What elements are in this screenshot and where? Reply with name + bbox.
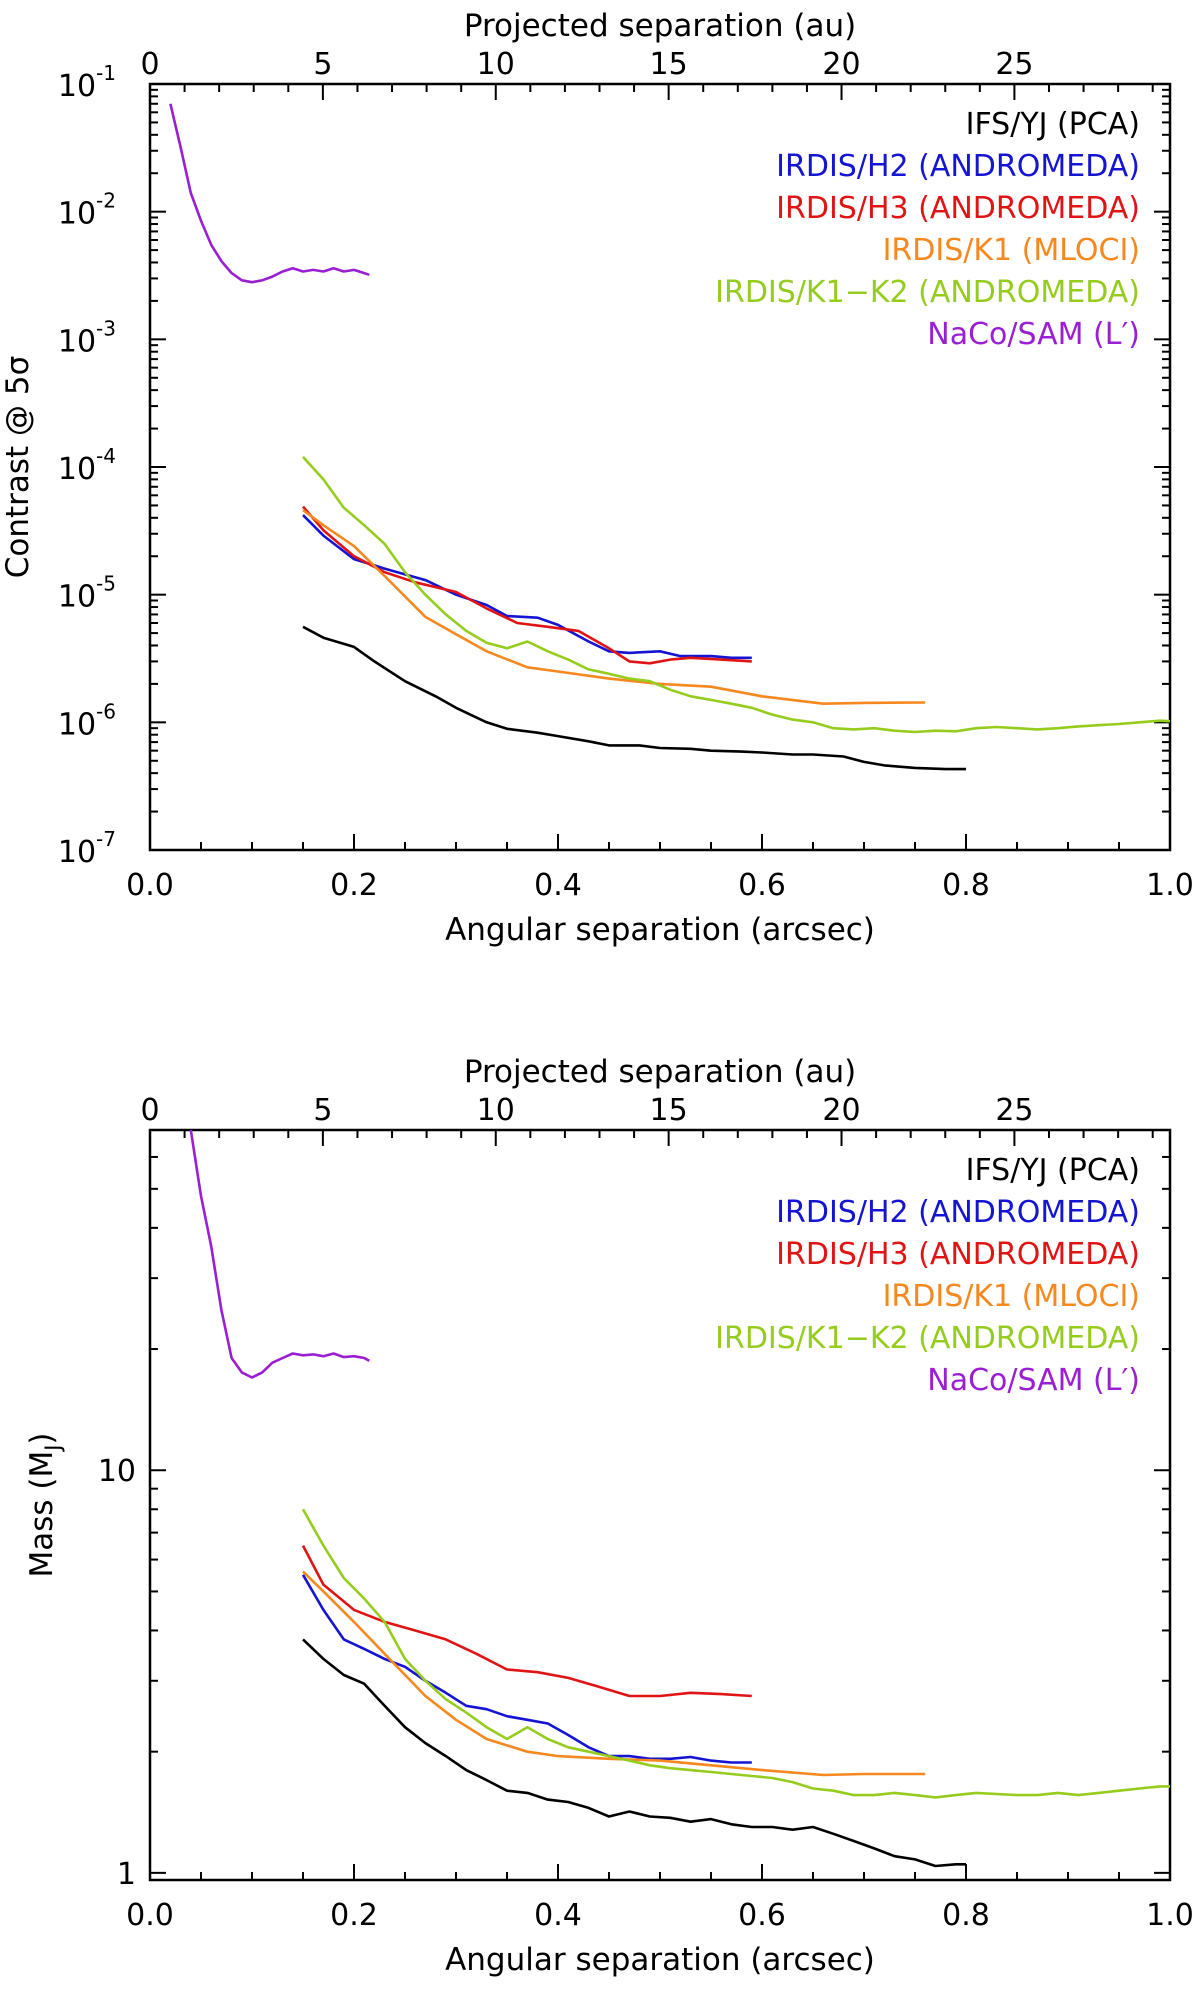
legend-entry: IRDIS/K1−K2 (ANDROMEDA) xyxy=(715,1321,1140,1356)
series-line xyxy=(189,1130,370,1379)
top-tick-label: 15 xyxy=(650,47,688,82)
x-tick-label: 0.2 xyxy=(330,1898,378,1933)
x-tick-label: 0.4 xyxy=(534,868,582,903)
y-axis-title: Contrast @ 5σ xyxy=(0,356,36,579)
legend-entry: NaCo/SAM (L′) xyxy=(927,1363,1140,1398)
top-axis-title: Projected separation (au) xyxy=(464,1054,856,1090)
mass-panel: 0.0 0.2 0.4 0.6 0.8 1.0 0 5 10 15 20 25 Angular sepa… xyxy=(24,1054,1194,1978)
legend-entry: IRDIS/H3 (ANDROMEDA) xyxy=(776,191,1140,226)
x-tick-label: 0.0 xyxy=(126,868,174,903)
y-tick-label: 10-6 xyxy=(58,699,116,742)
legend-entry: IRDIS/K1 (MLOCI) xyxy=(883,1279,1140,1314)
top-tick-label: 10 xyxy=(477,1093,515,1128)
legend-entry: IRDIS/H2 (ANDROMEDA) xyxy=(776,1195,1140,1230)
x-tick-label: 1.0 xyxy=(1146,868,1194,903)
y-tick-label: 10-7 xyxy=(58,827,116,870)
x-tick-label: 0.6 xyxy=(738,868,786,903)
series-line xyxy=(301,1508,1170,1799)
top-tick-label: 5 xyxy=(313,47,332,82)
legend-entry: IFS/YJ (PCA) xyxy=(966,107,1140,142)
y-tick-label: 10-2 xyxy=(58,189,116,232)
contrast-panel: 0.0 0.2 0.4 0.6 0.8 1.0 0 5 10 15 20 25 Angular sepa… xyxy=(0,8,1194,948)
series-line xyxy=(301,1574,752,1764)
top-axis-title: Projected separation (au) xyxy=(464,8,856,44)
x-tick-label: 0.8 xyxy=(942,1898,990,1933)
y-tick-label: 10-4 xyxy=(58,444,116,487)
series-line xyxy=(302,514,752,660)
top-tick-label: 5 xyxy=(313,1093,332,1128)
x-axis-title: Angular separation (arcsec) xyxy=(445,1942,875,1978)
x-tick-label: 0.0 xyxy=(126,1898,174,1933)
y-tick-label: 10-3 xyxy=(58,316,116,359)
y-tick-label: 10-1 xyxy=(58,61,116,104)
legend-entry: IRDIS/K1 (MLOCI) xyxy=(883,233,1140,268)
top-tick-label: 0 xyxy=(140,47,159,82)
y-tick-label: 1 xyxy=(117,1857,136,1892)
top-tick-label: 25 xyxy=(995,47,1033,82)
top-tick-label: 0 xyxy=(140,1093,159,1128)
y-axis-title: Mass (MJ) xyxy=(24,1432,65,1577)
series-line xyxy=(302,509,926,706)
top-tick-label: 20 xyxy=(822,1093,860,1128)
series-line xyxy=(302,625,966,771)
top-tick-label: 20 xyxy=(822,47,860,82)
legend-entry: IRDIS/H2 (ANDROMEDA) xyxy=(776,149,1140,184)
x-tick-label: 1.0 xyxy=(1146,1898,1194,1933)
legend-entry: IFS/YJ (PCA) xyxy=(966,1153,1140,1188)
series-line xyxy=(169,103,370,284)
top-tick-label: 10 xyxy=(477,47,515,82)
y-tick-label: 10-5 xyxy=(58,572,116,615)
series-line xyxy=(302,456,1170,734)
series-line xyxy=(302,1638,966,1868)
x-tick-label: 0.2 xyxy=(330,868,378,903)
x-axis-title: Angular separation (arcsec) xyxy=(445,912,875,948)
series-line xyxy=(301,1544,752,1698)
x-tick-label: 0.4 xyxy=(534,1898,582,1933)
x-tick-label: 0.8 xyxy=(942,868,990,903)
legend-entry: IRDIS/H3 (ANDROMEDA) xyxy=(776,1237,1140,1272)
legend-entry: NaCo/SAM (L′) xyxy=(927,317,1140,352)
series-line xyxy=(302,1570,926,1777)
x-tick-label: 0.6 xyxy=(738,1898,786,1933)
top-tick-label: 15 xyxy=(650,1093,688,1128)
y-tick-label: 10 xyxy=(98,1454,136,1489)
top-tick-label: 25 xyxy=(995,1093,1033,1128)
legend-entry: IRDIS/K1−K2 (ANDROMEDA) xyxy=(715,275,1140,310)
